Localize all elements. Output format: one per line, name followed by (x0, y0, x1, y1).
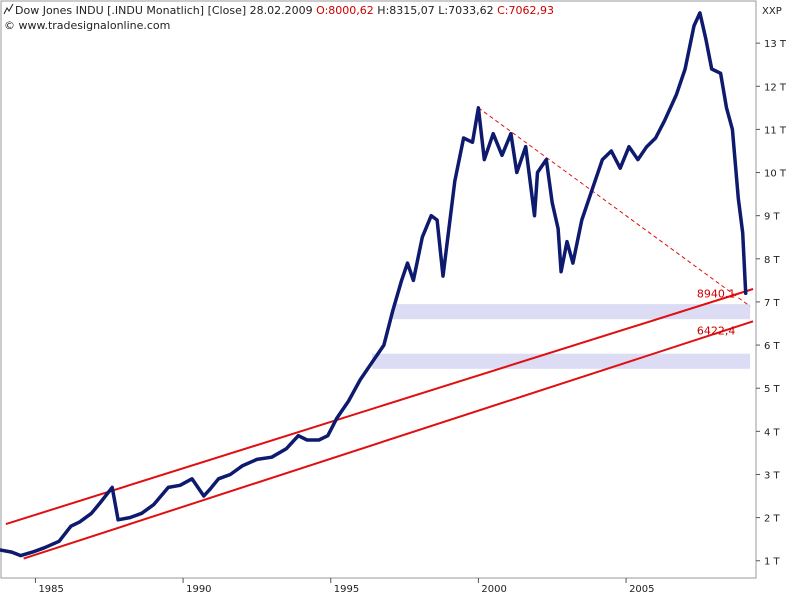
channel-line-1 (5, 288, 754, 526)
x-tick-label: 2000 (481, 584, 506, 595)
y-tick-label: 10 T (764, 169, 787, 180)
price-annotation-1: 8940,1 (697, 288, 736, 301)
annotation-layer: 8940,1 6422,4 (697, 288, 736, 338)
y-tick-label: 13 T (764, 39, 787, 50)
price-annotation-2: 6422,4 (697, 324, 736, 337)
price-series-line (0, 11, 748, 558)
y-tick-label: 3 T (764, 470, 781, 481)
copyright-text: © www.tradesignalonline.com (4, 19, 170, 32)
x-tick-label: 2005 (629, 584, 654, 595)
x-axis: 1985 1990 1995 2000 2005 (34, 578, 655, 595)
x-tick-label: 1990 (186, 584, 211, 595)
trendline-layer (478, 107, 751, 307)
x-tick-label: 1995 (334, 584, 359, 595)
instrument-title: Dow Jones INDU [.INDU Monatlich] [Close]… (15, 4, 554, 17)
y-axis-label: XXP (762, 6, 782, 17)
y-tick-label: 1 T (764, 557, 781, 568)
y-tick-label: 8 T (764, 255, 781, 266)
y-tick-label: 6 T (764, 341, 781, 352)
support-zone-1 (392, 304, 751, 320)
support-zones (372, 304, 751, 369)
y-tick-label: 5 T (764, 384, 781, 395)
channel-line-2 (23, 320, 754, 560)
series-layer (0, 11, 748, 558)
dashed-trendline (478, 107, 751, 307)
chart-header: Dow Jones INDU [.INDU Monatlich] [Close]… (3, 3, 554, 32)
support-zone-2 (372, 353, 751, 369)
line-chart-icon (3, 3, 14, 15)
y-tick-label: 7 T (764, 298, 781, 309)
plot-frame (0, 0, 757, 579)
y-tick-label: 4 T (764, 427, 781, 438)
y-tick-label: 11 T (764, 125, 787, 136)
y-tick-label: 12 T (764, 82, 787, 93)
x-tick-label: 1985 (38, 584, 63, 595)
y-axis: 1 T 2 T 3 T 4 T 5 T 6 T 7 T 8 T 9 T 10 T 11 T 12 T 1… (756, 39, 787, 568)
channel-lines (5, 288, 754, 560)
y-tick-label: 2 T (764, 514, 781, 525)
y-tick-label: 9 T (764, 212, 781, 223)
